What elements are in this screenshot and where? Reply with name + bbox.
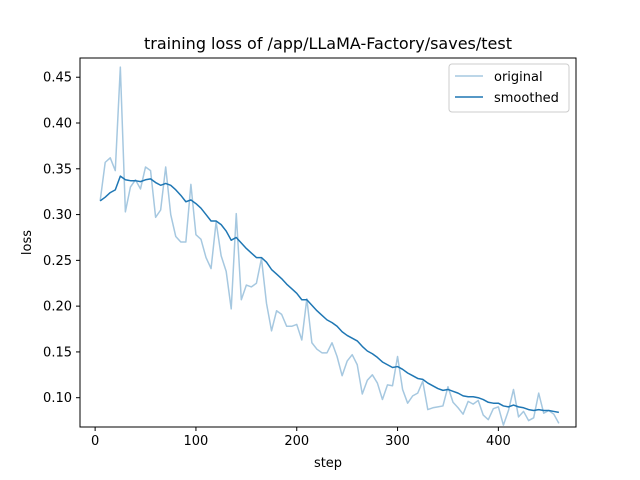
y-tick-label: 0.10 [43, 391, 72, 406]
series-line-original [99, 66, 560, 426]
x-tick-label: 0 [91, 434, 99, 449]
x-tick-label: 100 [184, 434, 209, 449]
axis-ticks: 0 100 200 300 400 0.10 0.15 0.20 0.25 0.30 0.35 0.4… [43, 71, 511, 449]
y-axis-label: loss [20, 230, 35, 255]
y-tick-label: 0.20 [43, 300, 72, 315]
plot-frame [79, 57, 577, 428]
y-tick-label: 0.30 [43, 208, 72, 223]
y-tick-label: 0.15 [43, 345, 72, 360]
legend-label-smoothed: smoothed [494, 91, 559, 106]
y-tick-label: 0.45 [43, 71, 72, 86]
series-line-smoothed [99, 175, 559, 414]
x-tick-label: 400 [486, 434, 511, 449]
y-tick-label: 0.35 [43, 162, 72, 177]
legend-label-original: original [494, 70, 543, 85]
legend: original smoothed [448, 63, 570, 113]
chart-title: training loss of /app/LLaMA-Factory/save… [144, 34, 512, 53]
y-tick-label: 0.40 [43, 117, 72, 132]
y-tick-label: 0.25 [43, 254, 72, 269]
x-tick-label: 300 [385, 434, 410, 449]
x-axis-label: step [314, 456, 342, 471]
plot-area [99, 66, 560, 426]
x-tick-label: 200 [284, 434, 309, 449]
